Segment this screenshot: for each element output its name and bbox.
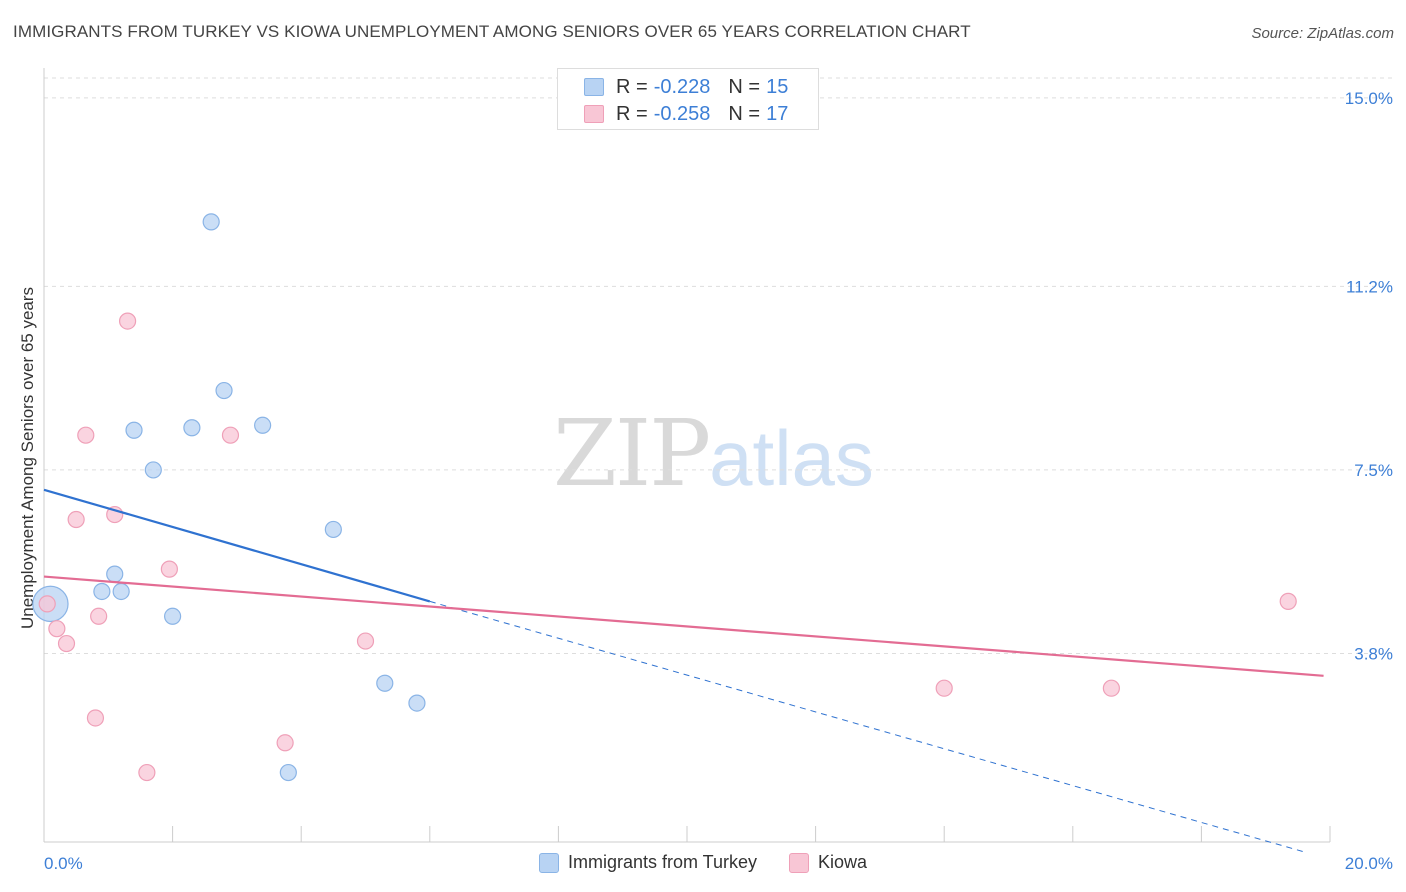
r-label: R = — [616, 75, 648, 98]
kiowa-point — [118, 312, 137, 330]
turkey-trend-extension — [429, 600, 1305, 853]
legend-row-kiowa: R = -0.258 N = 17 — [584, 102, 788, 126]
kiowa-point — [48, 620, 66, 638]
kiowa-point — [356, 632, 375, 650]
turkey-point — [164, 607, 182, 625]
y-tick-label: 11.2% — [1346, 277, 1393, 296]
kiowa-point — [138, 763, 156, 782]
watermark: ZIPatlas — [553, 400, 874, 507]
turkey-point — [183, 419, 201, 437]
kiowa-point — [90, 607, 108, 625]
turkey-point — [144, 461, 162, 479]
r-value: -0.258 — [653, 102, 711, 125]
kiowa-swatch — [584, 105, 604, 123]
kiowa-point — [77, 426, 95, 444]
chart-title: IMMIGRANTS FROM TURKEY VS KIOWA UNEMPLOY… — [13, 22, 971, 41]
legend-label-kiowa: Kiowa — [818, 852, 868, 872]
y-tick-label: 15.0% — [1345, 89, 1393, 108]
kiowa-point — [1279, 592, 1297, 610]
legend-label-turkey: Immigrants from Turkey — [567, 852, 757, 872]
turkey-point — [93, 582, 111, 601]
x-tick-label: 20.0% — [1345, 854, 1393, 873]
turkey-swatch — [584, 78, 604, 96]
x-tick-label: 0.0% — [44, 854, 83, 873]
n-value: 15 — [766, 75, 789, 98]
y-tick-label: 3.8% — [1354, 644, 1393, 663]
correlation-legend: R = -0.228 N = 15 R = -0.258 N = 17 — [557, 68, 819, 130]
watermark-atlas: atlas — [709, 414, 874, 502]
kiowa-point — [1102, 679, 1120, 697]
turkey-point — [376, 674, 394, 692]
turkey-point — [254, 416, 272, 434]
kiowa-point — [67, 510, 85, 529]
turkey-point — [408, 694, 426, 712]
turkey-point — [125, 421, 143, 439]
kiowa-trend-line — [43, 575, 1324, 677]
n-label: N = — [728, 102, 761, 125]
kiowa-point — [221, 426, 240, 444]
kiowa-point — [86, 709, 105, 727]
legend-item-kiowa[interactable]: Kiowa — [789, 852, 867, 873]
source-label: Source: ZipAtlas.com — [1251, 25, 1394, 42]
y-axis-label: Unemployment Among Seniors over 65 years — [18, 287, 37, 629]
turkey-point — [279, 763, 297, 782]
turkey-point — [106, 565, 124, 583]
turkey-legend-swatch — [538, 852, 559, 873]
r-label: R = — [616, 102, 648, 125]
kiowa-point — [276, 734, 294, 752]
kiowa-point — [38, 595, 56, 613]
series-legend: Immigrants from Turkey Kiowa — [0, 852, 1406, 873]
watermark-zip: ZIP — [553, 400, 711, 507]
turkey-point — [215, 381, 233, 400]
kiowa-point — [160, 560, 178, 578]
turkey-point — [202, 213, 220, 231]
legend-row-turkey: R = -0.228 N = 15 — [584, 75, 788, 99]
n-label: N = — [728, 75, 761, 98]
n-value: 17 — [766, 102, 789, 125]
kiowa-point — [935, 679, 953, 697]
r-value: -0.228 — [653, 75, 711, 98]
legend-item-turkey[interactable]: Immigrants from Turkey — [538, 852, 757, 873]
turkey-point — [324, 520, 342, 539]
kiowa-legend-swatch — [789, 852, 809, 873]
y-tick-label: 7.5% — [1354, 461, 1393, 480]
turkey-trend-line — [43, 488, 431, 603]
turkey-point — [112, 582, 130, 601]
kiowa-point — [57, 634, 76, 653]
